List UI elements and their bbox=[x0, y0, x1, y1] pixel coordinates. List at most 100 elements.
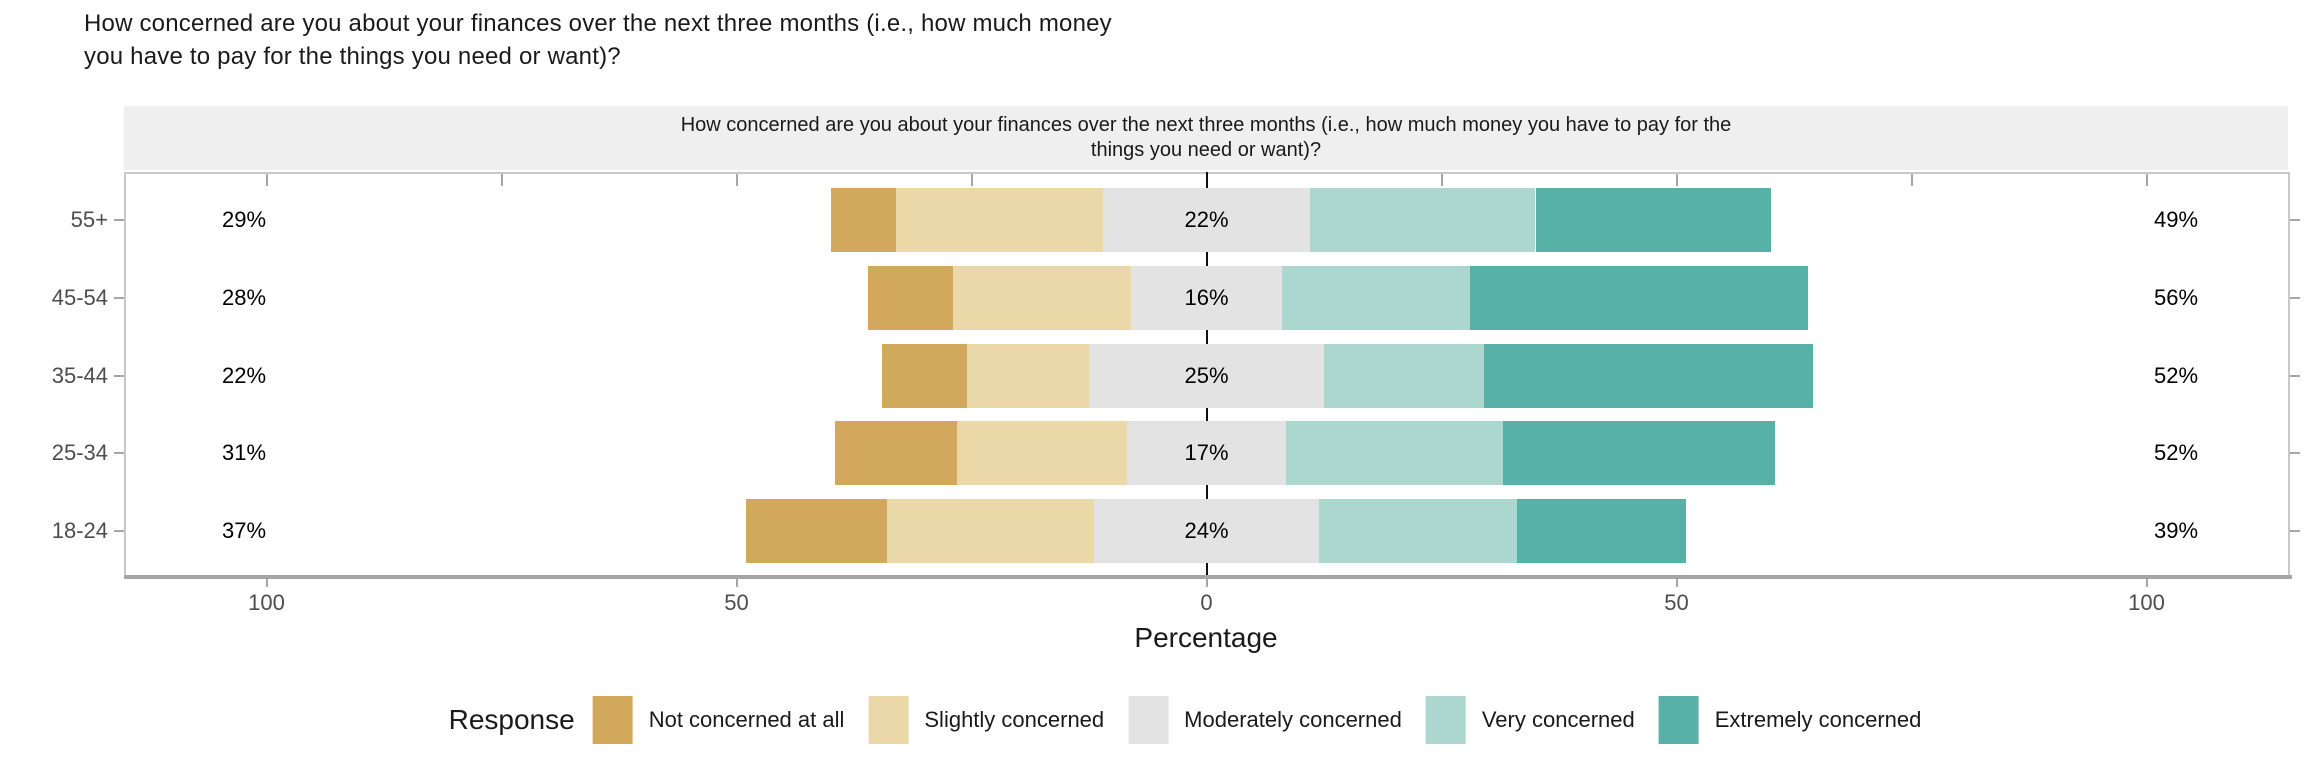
pct-label-left: 37% bbox=[221, 518, 267, 543]
x-axis-line bbox=[124, 575, 2292, 579]
x-tick-label: 50 bbox=[1664, 590, 1689, 615]
legend-swatch bbox=[1658, 696, 1699, 744]
legend-item: Very concerned bbox=[1425, 696, 1635, 744]
pct-label-right: 52% bbox=[2153, 440, 2199, 465]
legend-swatch bbox=[1425, 696, 1466, 744]
y-axis-label: 45-54 bbox=[51, 285, 108, 310]
pct-label-left: 29% bbox=[221, 207, 267, 232]
y-axis-tick-right bbox=[2290, 297, 2300, 299]
legend-swatch bbox=[592, 696, 633, 744]
legend-item: Moderately concerned bbox=[1128, 696, 1402, 744]
bar-segment bbox=[1309, 188, 1536, 252]
x-tick-label: 100 bbox=[248, 590, 285, 615]
bar-segment bbox=[882, 344, 967, 408]
y-axis-label: 25-34 bbox=[51, 440, 108, 465]
legend-swatch bbox=[1128, 696, 1169, 744]
pct-label-left: 28% bbox=[221, 285, 267, 310]
bar-segment bbox=[1469, 266, 1809, 330]
panel-border-left bbox=[124, 172, 126, 579]
x-axis-tick bbox=[1675, 579, 1678, 587]
legend-title: Response bbox=[448, 704, 575, 735]
bar-segment bbox=[1126, 421, 1287, 485]
bar-segment bbox=[1483, 344, 1813, 408]
legend-item: Slightly concerned bbox=[868, 696, 1104, 744]
bar-segment bbox=[1502, 421, 1776, 485]
pct-label-center: 25% bbox=[1184, 363, 1229, 388]
bar-segment bbox=[1089, 344, 1324, 408]
pct-label-center: 22% bbox=[1184, 207, 1229, 232]
x-axis-title: Percentage bbox=[1134, 622, 1278, 653]
x-tick-label: 50 bbox=[724, 590, 749, 615]
x-tick-label: 0 bbox=[1200, 590, 1213, 615]
bar-segment bbox=[1131, 266, 1282, 330]
bar-segment bbox=[1103, 188, 1310, 252]
bar-segment bbox=[896, 188, 1104, 252]
legend: Response Not concerned at all Slightly co… bbox=[449, 696, 1946, 744]
legend-item-label: Slightly concerned bbox=[924, 707, 1105, 732]
pct-label-right: 49% bbox=[2153, 207, 2199, 232]
x-axis-tick bbox=[1205, 579, 1208, 587]
y-axis-tick-right bbox=[2290, 375, 2300, 377]
chart-title: How concerned are you about your finance… bbox=[84, 7, 1112, 73]
x-axis-top-tick bbox=[2145, 174, 2148, 186]
bar-segment bbox=[868, 266, 953, 330]
bar-segment bbox=[1324, 344, 1484, 408]
x-axis-tick bbox=[735, 579, 738, 587]
panel-border-right bbox=[2288, 172, 2290, 579]
y-axis-label: 55+ bbox=[70, 207, 108, 232]
bar-segment bbox=[1319, 499, 1517, 563]
x-axis-tick bbox=[2145, 579, 2148, 587]
bar-segment bbox=[1281, 266, 1470, 330]
legend-item-label: Not concerned at all bbox=[648, 707, 845, 732]
x-axis-tick bbox=[265, 579, 268, 587]
bar-segment bbox=[1093, 499, 1320, 563]
chart-title-line1: How concerned are you about your finance… bbox=[84, 10, 1112, 37]
bar-segment bbox=[745, 499, 887, 563]
pct-label-right: 39% bbox=[2153, 518, 2199, 543]
x-axis-top-tick bbox=[265, 174, 268, 186]
y-axis-tick-right bbox=[2290, 530, 2300, 532]
x-axis-top-tick bbox=[500, 174, 503, 186]
y-axis-tick-right bbox=[2290, 219, 2300, 221]
bar-segment bbox=[957, 421, 1127, 485]
legend-item: Extremely concerned bbox=[1658, 696, 1922, 744]
bar-segment bbox=[966, 344, 1089, 408]
facet-strip: How concerned are you about your finance… bbox=[124, 106, 2288, 170]
y-axis-tick-right bbox=[2290, 452, 2300, 454]
x-tick-label: 100 bbox=[2128, 590, 2165, 615]
x-axis-top-tick bbox=[1675, 174, 1678, 186]
legend-item: Not concerned at all bbox=[592, 696, 845, 744]
y-axis-tick-left bbox=[114, 297, 124, 299]
y-axis-label: 18-24 bbox=[51, 518, 108, 543]
bar-segment bbox=[886, 499, 1094, 563]
bar-segment bbox=[952, 266, 1132, 330]
bar-segment bbox=[830, 188, 897, 252]
legend-item-label: Very concerned bbox=[1481, 707, 1635, 732]
bar-segment bbox=[1286, 421, 1503, 485]
y-axis-label: 35-44 bbox=[51, 363, 108, 388]
legend-swatch bbox=[868, 696, 909, 744]
facet-strip-line1: How concerned are you about your finance… bbox=[680, 114, 1732, 136]
pct-label-center: 24% bbox=[1184, 518, 1229, 543]
y-axis-tick-left bbox=[114, 530, 124, 532]
pct-label-right: 56% bbox=[2153, 285, 2199, 310]
bar-segment bbox=[835, 421, 958, 485]
x-axis-top-tick bbox=[735, 174, 738, 186]
y-axis-tick-left bbox=[114, 375, 124, 377]
pct-label-left: 31% bbox=[221, 440, 267, 465]
y-axis-tick-left bbox=[114, 452, 124, 454]
x-axis-top-tick bbox=[970, 174, 973, 186]
facet-strip-line2: things you need or want)? bbox=[1090, 139, 1322, 161]
pct-label-center: 17% bbox=[1184, 440, 1229, 465]
pct-label-left: 22% bbox=[221, 363, 267, 388]
legend-item-label: Extremely concerned bbox=[1714, 707, 1922, 732]
y-axis-tick-left bbox=[114, 219, 124, 221]
pct-label-center: 16% bbox=[1184, 285, 1229, 310]
x-axis-top-tick bbox=[1440, 174, 1443, 186]
legend-item-label: Moderately concerned bbox=[1184, 707, 1402, 732]
x-axis-top-tick bbox=[1910, 174, 1913, 186]
pct-label-right: 52% bbox=[2153, 363, 2199, 388]
bar-segment bbox=[1516, 499, 1686, 563]
bar-segment bbox=[1535, 188, 1771, 252]
